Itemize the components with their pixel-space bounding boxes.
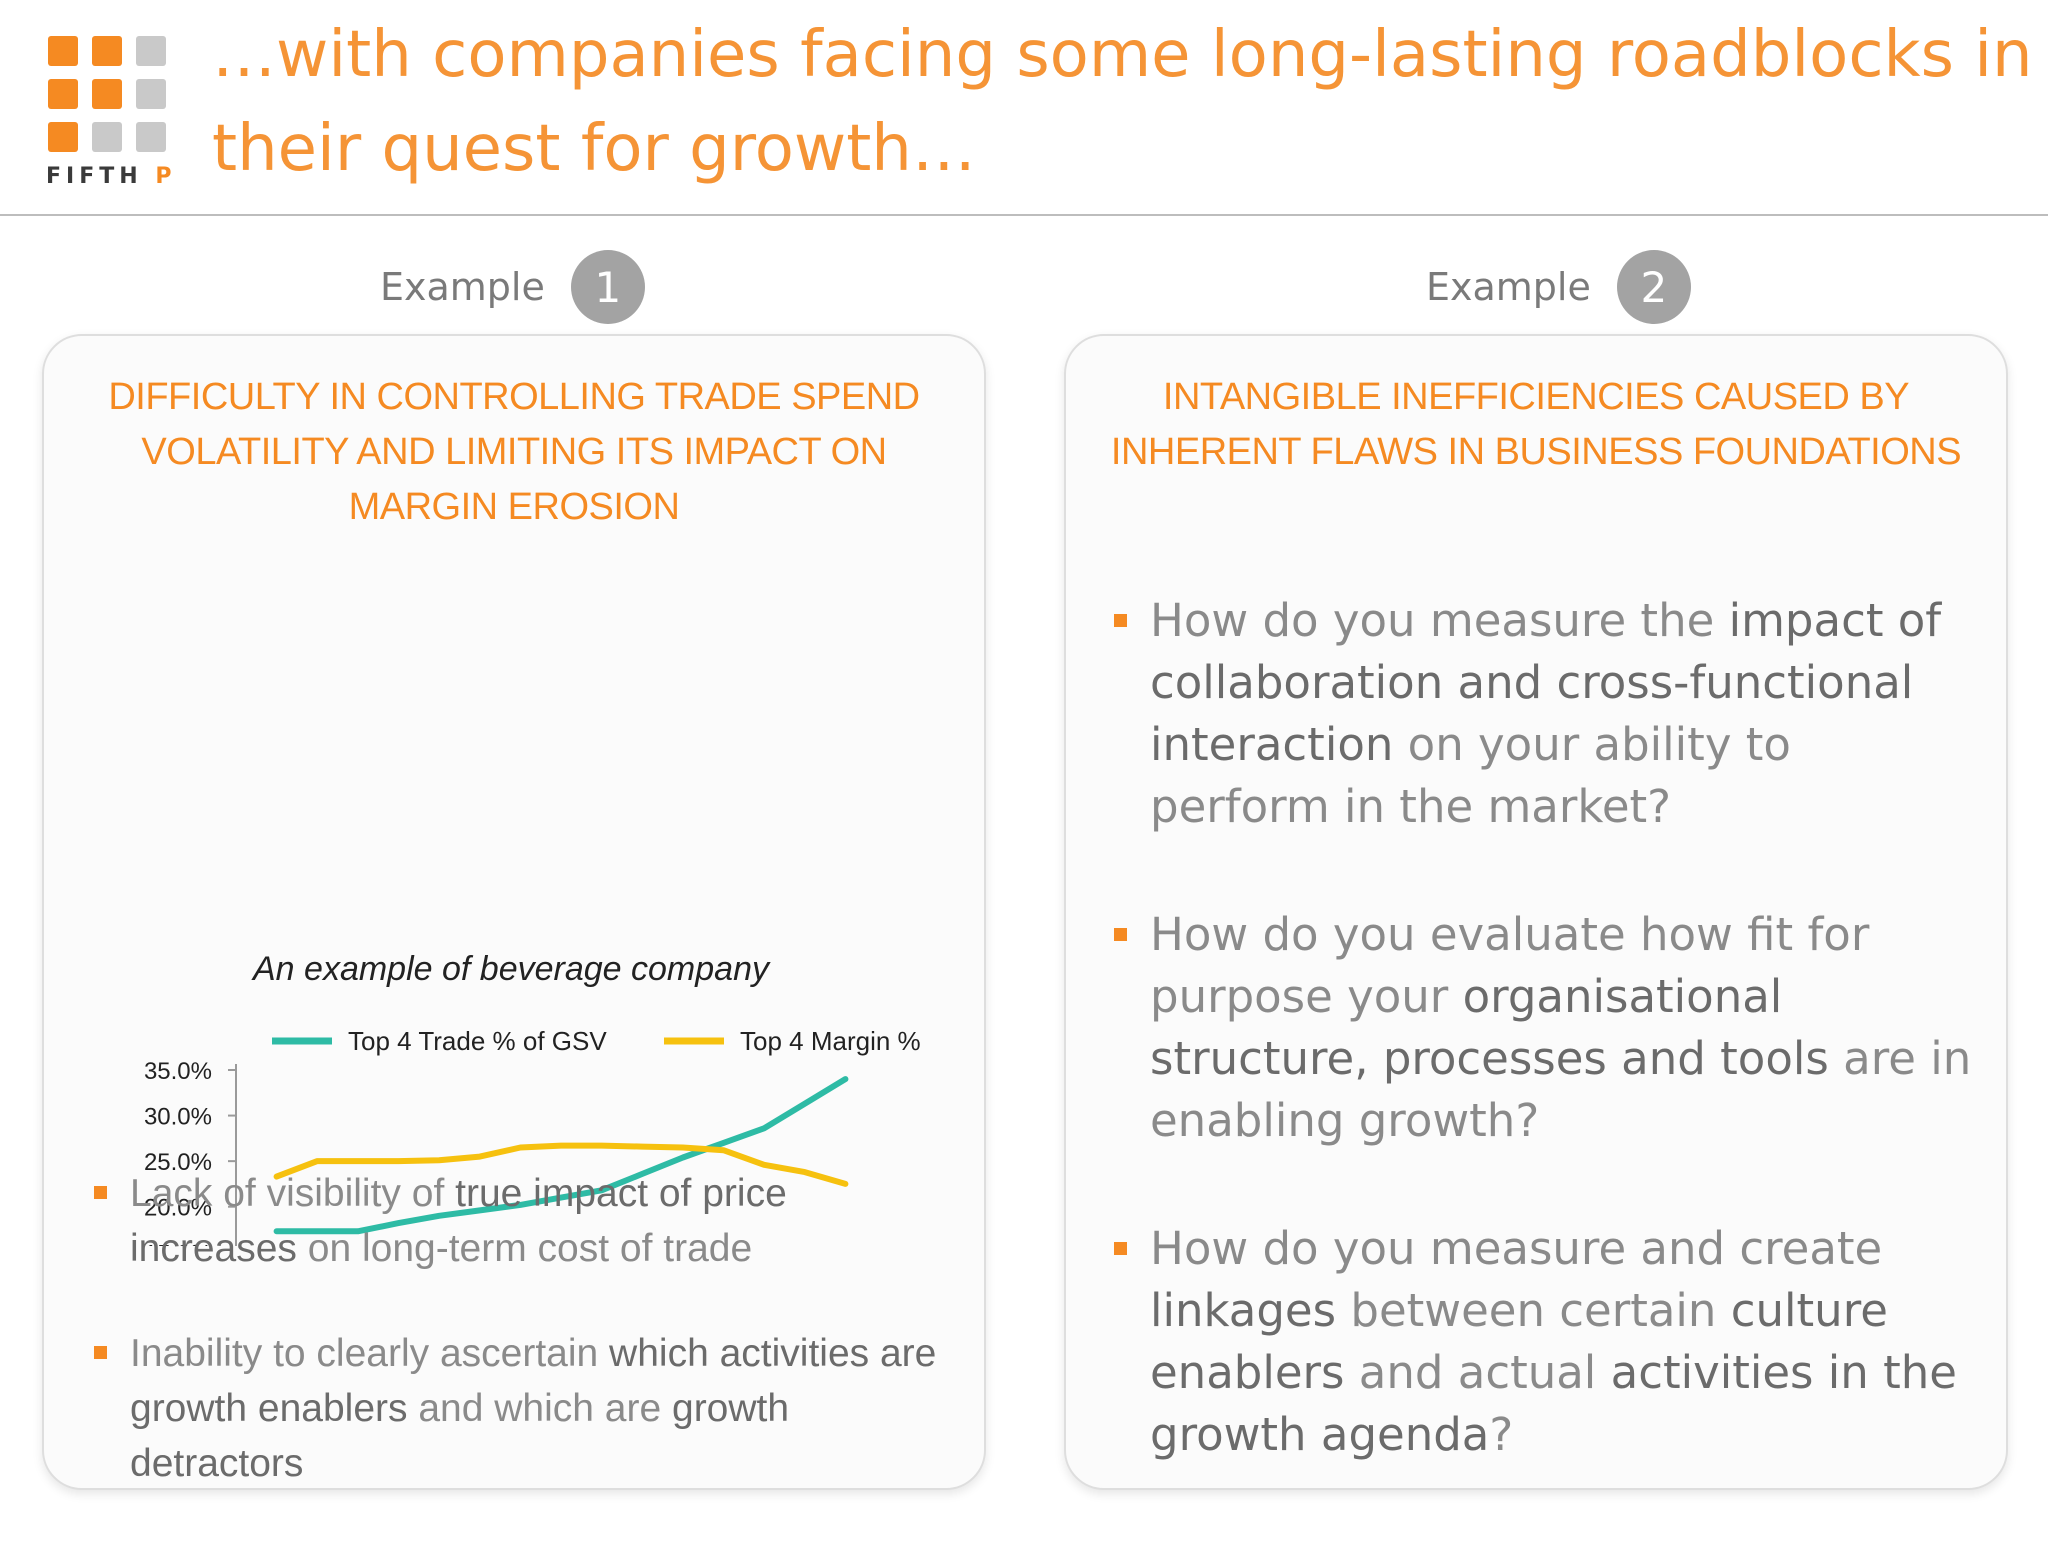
bullet-text: Inability to clearly ascertain — [130, 1332, 610, 1375]
example-1-number-badge: 1 — [570, 250, 645, 324]
example-2-bullet: How do you measure the impact of collabo… — [1114, 590, 1980, 838]
bullet-emphasis: impact of collaboration and cross-functi… — [1150, 594, 1942, 771]
y-tick-label: 20.0% — [144, 1195, 212, 1222]
example-1-bullet-list: Lack of visibility of true impact of pri… — [94, 1166, 960, 1541]
y-tick-label: 35.0% — [144, 1058, 212, 1085]
page-title: …with companies facing some long-lasting… — [212, 18, 2033, 186]
example-1-bullet: Inability to clearly ascertain which act… — [94, 1326, 960, 1491]
bullet-text: between certain — [1336, 1284, 1731, 1337]
chart-title: An example of beverage company — [251, 950, 771, 988]
bullet-emphasis: true impact of price increases — [130, 1172, 787, 1270]
example-2-label: Example 2 — [1426, 250, 1691, 324]
example-1-heading: DIFFICULTY IN CONTROLLING TRADE SPEND VO… — [108, 376, 920, 528]
y-tick-label: 30.0% — [144, 1104, 212, 1131]
bullet-emphasis: linkages — [1150, 1284, 1337, 1337]
example-1-label: Example 1 — [380, 250, 645, 324]
chart-axes — [235, 1064, 237, 1246]
logo-squares-icon — [46, 34, 176, 154]
example-1-bullet: Lack of visibility of true impact of pri… — [94, 1166, 960, 1276]
bullet-emphasis: which activities are growth enablers — [130, 1332, 937, 1430]
bullet-text: on your ability to perform in the market… — [1150, 718, 1791, 833]
y-tick-label: 15.0% — [144, 1240, 212, 1246]
bullet-text: ? — [1489, 1408, 1514, 1461]
bullet-text: How do you measure the — [1150, 594, 1729, 647]
fifth-p-logo: FIFTH P — [46, 34, 176, 194]
bullet-text: and which are — [407, 1387, 672, 1430]
bullet-text: on long-term cost of trade — [296, 1227, 753, 1270]
example-2-heading: INTANGIBLE INEFFICIENCIES CAUSED BY INHE… — [1110, 376, 1962, 473]
legend-label: Top 4 Trade % of GSV — [348, 1026, 607, 1056]
bullet-text: How do you evaluate how fit for purpose … — [1150, 908, 1870, 1023]
bullet-text: Lack of visibility of — [130, 1172, 456, 1215]
chart-legend: Top 4 Trade % of GSV Top 4 Margin % — [272, 1026, 921, 1056]
series-line-2 — [273, 1142, 849, 1187]
series-line-1 — [273, 1076, 849, 1235]
example-2-bullet-list: How do you measure the impact of collabo… — [1114, 590, 1980, 1532]
example-2-panel: INTANGIBLE INEFFICIENCIES CAUSED BY INHE… — [1064, 334, 2008, 1490]
legend-label: Top 4 Margin % — [740, 1026, 921, 1056]
header-divider — [0, 214, 2048, 216]
logo-wordmark: FIFTH P — [46, 164, 177, 189]
y-tick-label: 25.0% — [144, 1149, 212, 1176]
bullet-text: and actual — [1344, 1346, 1611, 1399]
example-2-number-badge: 2 — [1616, 250, 1691, 324]
bullet-text: How do you measure and create — [1150, 1222, 1883, 1275]
bullet-text: are in enabling growth? — [1150, 1032, 1972, 1147]
example-1-panel: DIFFICULTY IN CONTROLLING TRADE SPEND VO… — [42, 334, 986, 1490]
bullet-emphasis: growth detractors — [130, 1387, 790, 1485]
bullet-emphasis: organisational structure, processes and … — [1150, 970, 1829, 1085]
bullet-emphasis: activities in the growth agenda — [1150, 1346, 1957, 1461]
example-2-bullet: How do you evaluate how fit for purpose … — [1114, 904, 1980, 1152]
example-2-bullet: How do you measure and create linkages b… — [1114, 1218, 1980, 1466]
bullet-emphasis: culture enablers — [1150, 1284, 1888, 1399]
beverage-line-chart: An example of beverage company Top 4 Tra… — [144, 950, 921, 1246]
